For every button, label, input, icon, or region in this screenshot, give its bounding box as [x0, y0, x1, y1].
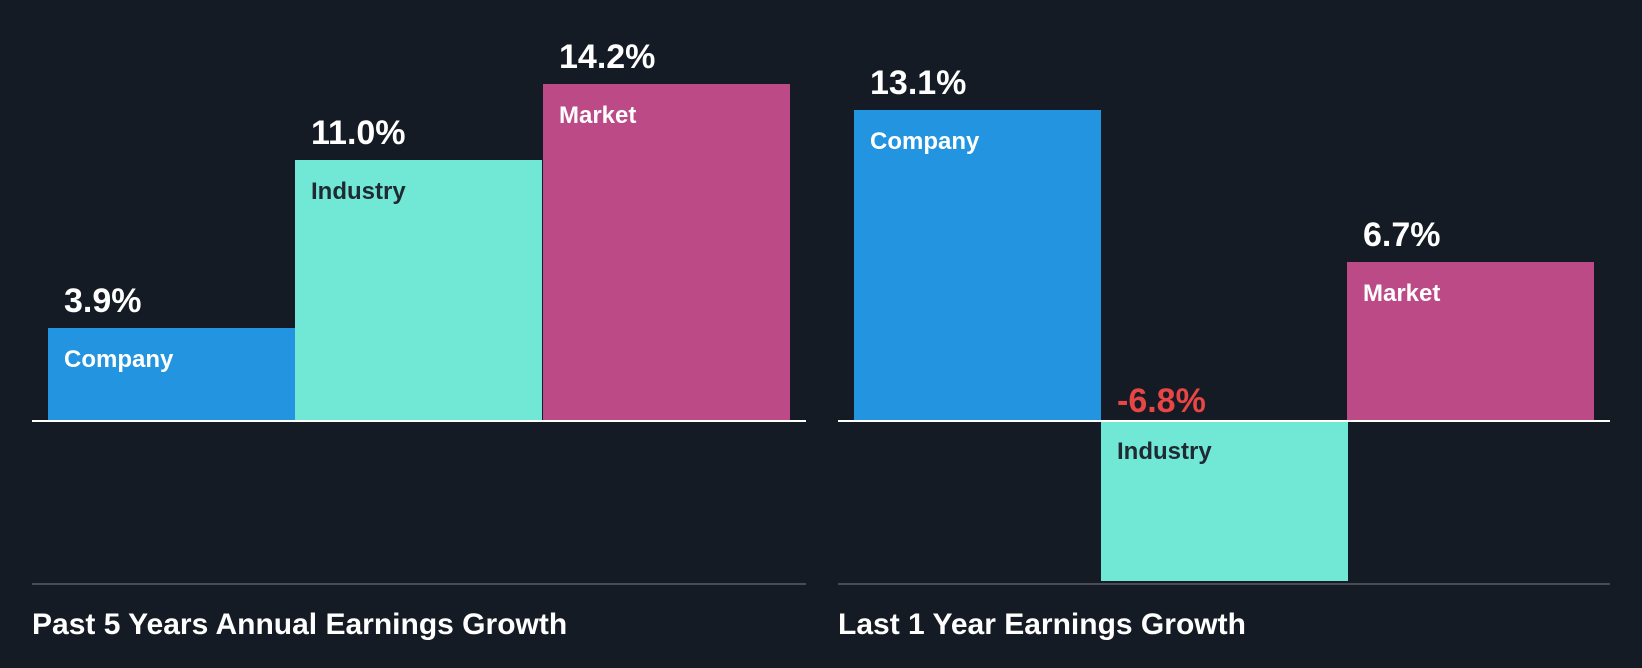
value-label-market: 6.7%: [1363, 215, 1441, 254]
zero-axis-line: [32, 420, 806, 422]
bar-industry: Industry: [295, 159, 542, 420]
bar-label-industry: Industry: [1117, 438, 1212, 465]
panel-title: Last 1 Year Earnings Growth: [838, 608, 1246, 641]
bar-label-market: Market: [1363, 279, 1441, 307]
value-label-industry: -6.8%: [1117, 382, 1206, 420]
bottom-divider: [32, 583, 806, 585]
bar-label-company: Company: [870, 128, 980, 156]
value-label-industry: 11.0%: [311, 113, 406, 152]
bar-industry: Industry: [1101, 422, 1348, 581]
value-label-company: 3.9%: [64, 281, 142, 320]
bar-market: Market: [543, 84, 790, 420]
bottom-divider: [838, 583, 1610, 585]
bar-market: Market: [1347, 261, 1594, 420]
value-label-company: 13.1%: [870, 64, 967, 103]
bar-label-market: Market: [559, 102, 637, 130]
bar-company: Company: [48, 327, 295, 420]
chart-panel-past-5-years: Company 3.9% Industry 11.0% Market 14.2%…: [0, 0, 820, 668]
panel-title: Past 5 Years Annual Earnings Growth: [32, 608, 568, 641]
value-label-market: 14.2%: [559, 38, 656, 77]
zero-axis-line: [838, 420, 1610, 422]
bar-label-industry: Industry: [311, 177, 406, 205]
bar-company: Company: [854, 110, 1101, 420]
bar-label-company: Company: [64, 345, 174, 373]
